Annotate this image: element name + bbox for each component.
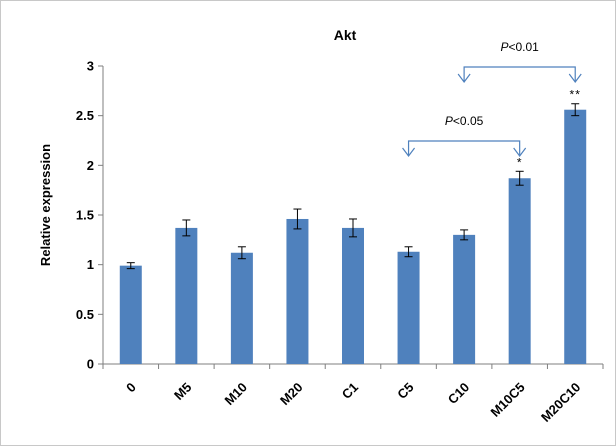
bar: [286, 218, 309, 364]
x-tick-label: M20: [277, 380, 305, 408]
x-tick-label: C5: [394, 380, 416, 402]
comparison-arrowhead: [513, 147, 527, 157]
comparison-bracket: [463, 66, 576, 81]
y-axis-title: Relative expression: [38, 144, 53, 266]
y-tick-label: 1.5: [76, 208, 94, 223]
x-tick-label: M10C5: [488, 380, 528, 420]
bar: [119, 265, 142, 364]
comparison-arrowhead: [568, 73, 582, 83]
y-tick-label: 2.5: [76, 108, 94, 123]
comparison-p-value: P<0.05: [445, 114, 484, 128]
bar: [342, 227, 364, 364]
x-tick-label: C1: [339, 380, 361, 402]
plot-area: 0 0.5 1 1.5 2 2.5 3 0 M5 M10 M20 C1 C5 C10 M10C5 * M20C1…: [76, 40, 604, 425]
chart-title: Akt: [334, 27, 357, 43]
x-tick-label: M5: [171, 380, 194, 403]
comparison-p-value: P<0.01: [500, 40, 539, 54]
x-tick-label: M10: [222, 380, 250, 408]
comparison-arrowhead: [457, 73, 471, 83]
bar: [230, 252, 253, 364]
y-tick-label: 0.5: [76, 307, 94, 322]
comparison-arrowhead: [402, 147, 416, 157]
y-tick-label: 3: [87, 59, 94, 74]
comparison-bracket: [407, 140, 521, 155]
bar: [564, 109, 587, 364]
y-tick-label: 2: [87, 158, 94, 173]
x-tick-label: C10: [445, 380, 472, 407]
bar: [175, 227, 198, 364]
y-tick-label: 1: [87, 257, 94, 272]
x-tick-label: 0: [123, 380, 139, 396]
bar: [508, 178, 531, 364]
significance-marker: **: [570, 88, 581, 102]
bar: [397, 251, 420, 364]
x-tick-label: M20C10: [538, 380, 583, 425]
significance-marker: *: [517, 155, 523, 169]
bar: [453, 234, 476, 364]
y-tick-label: 0: [87, 357, 94, 372]
